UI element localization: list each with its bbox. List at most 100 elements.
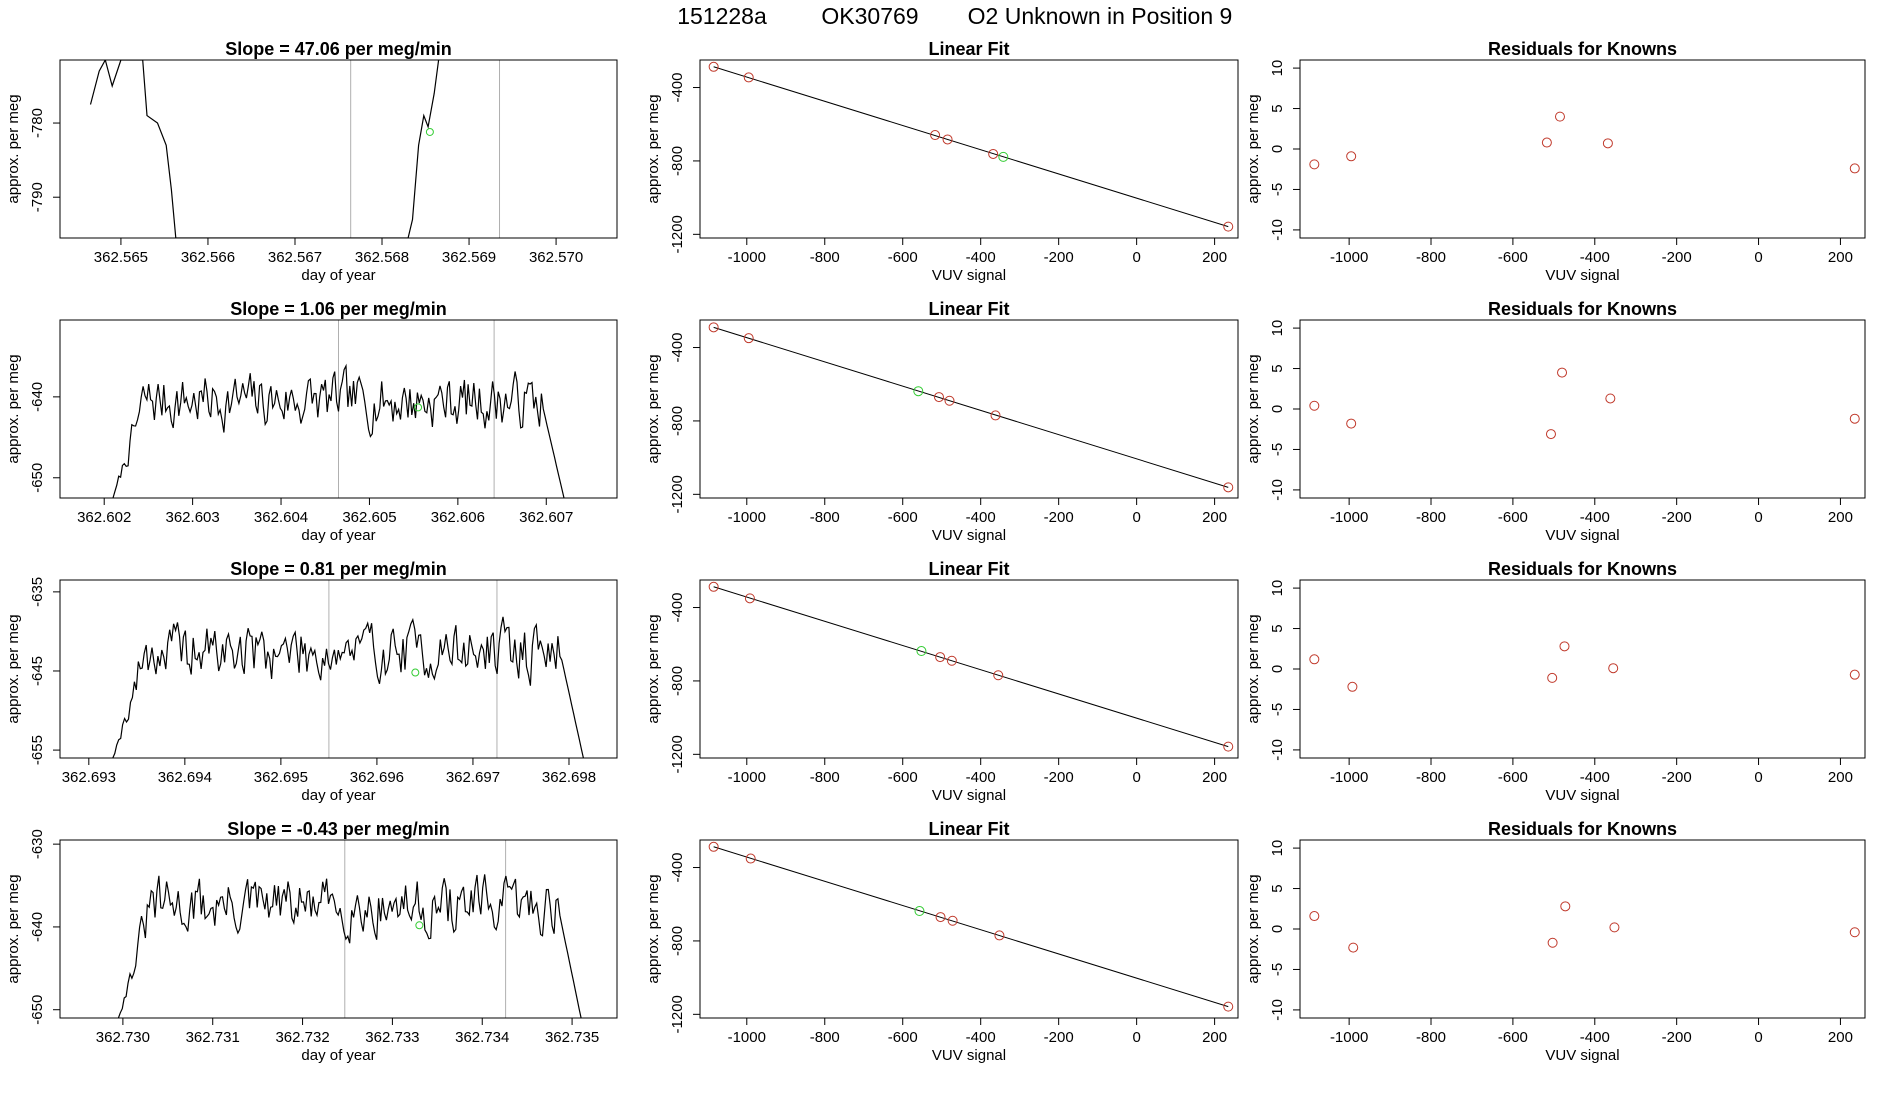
known-point <box>1849 163 1860 174</box>
panel-title: Linear Fit <box>928 299 1009 319</box>
panel-r4c3: Residuals for Knowns-1000 -800 -600 -400 -20… <box>1245 819 1866 1064</box>
known-point <box>744 593 755 604</box>
x-tick-label: 362.603 <box>166 509 220 526</box>
y-tick-label: -790 <box>29 182 46 212</box>
x-axis-label: VUV signal <box>932 787 1006 804</box>
x-tick-label: -800 <box>810 1029 840 1046</box>
known-point <box>1347 681 1358 692</box>
x-tick-label: 200 <box>1202 1029 1227 1046</box>
panel-title: Residuals for Knowns <box>1488 299 1677 319</box>
y-tick-label: -400 <box>669 333 686 363</box>
known-point <box>708 841 719 852</box>
x-tick-label: 0 <box>1132 509 1140 526</box>
signal-trace <box>89 60 440 238</box>
y-tick-label: -650 <box>29 463 46 493</box>
y-tick-label: -800 <box>669 666 686 696</box>
known-point <box>947 915 958 926</box>
x-tick-label: 0 <box>1754 509 1762 526</box>
x-tick-label: -600 <box>1498 1029 1528 1046</box>
x-tick-label: 200 <box>1202 249 1227 266</box>
y-tick-label: -800 <box>669 406 686 436</box>
x-tick-label: -600 <box>888 509 918 526</box>
panel-r3c3: Residuals for Knowns-1000 -800 -600 -400 -20… <box>1245 559 1866 804</box>
panel-title: Linear Fit <box>928 39 1009 59</box>
plot-area <box>708 322 1234 493</box>
unknown-point <box>914 906 925 917</box>
x-tick-label: 0 <box>1754 1029 1762 1046</box>
x-axis-label: day of year <box>301 527 375 544</box>
panel-r3c1: Slope = 0.81 per meg/min 362.693 362.694 36… <box>5 559 618 804</box>
plot-area <box>1309 901 1860 953</box>
x-tick-label: -1000 <box>1330 249 1368 266</box>
x-tick-label: 200 <box>1828 249 1853 266</box>
x-tick-label: 362.605 <box>342 509 396 526</box>
y-tick-label: -10 <box>1269 739 1286 761</box>
x-tick-label: -400 <box>966 249 996 266</box>
known-point <box>993 670 1004 681</box>
y-tick-label: -1200 <box>669 215 686 253</box>
fit-line <box>713 326 1229 488</box>
plot-area <box>1309 367 1860 440</box>
known-point <box>708 61 719 72</box>
fit-line <box>713 846 1229 1008</box>
known-point <box>1541 137 1552 148</box>
y-tick-label: -780 <box>29 108 46 138</box>
x-tick-label: -1000 <box>1330 509 1368 526</box>
y-tick-label: 10 <box>1269 320 1286 337</box>
panel-title: Residuals for Knowns <box>1488 819 1677 839</box>
plot-frame <box>699 579 1239 759</box>
known-point <box>1309 159 1320 170</box>
known-point <box>1602 138 1613 149</box>
x-tick-label: -200 <box>1662 509 1692 526</box>
x-tick-label: 362.694 <box>158 769 212 786</box>
x-tick-label: 362.731 <box>186 1029 240 1046</box>
y-tick-label: -10 <box>1269 999 1286 1021</box>
fit-line <box>713 586 1229 748</box>
y-tick-label: -5 <box>1269 183 1286 196</box>
x-tick-label: -400 <box>1580 769 1610 786</box>
x-tick-label: 362.567 <box>268 249 322 266</box>
panel-r1c1: Slope = 47.06 per meg/min 362.565 362.566 3… <box>5 39 618 284</box>
known-point <box>708 581 719 592</box>
x-tick-label: -600 <box>888 769 918 786</box>
x-tick-label: -600 <box>1498 249 1528 266</box>
y-tick-label: -800 <box>669 146 686 176</box>
panel-title: Residuals for Knowns <box>1488 39 1677 59</box>
known-point <box>1560 901 1571 912</box>
x-tick-label: 0 <box>1132 249 1140 266</box>
y-tick-label: 0 <box>1269 665 1286 673</box>
x-tick-label: 362.606 <box>431 509 485 526</box>
fit-line <box>713 66 1229 228</box>
known-point <box>745 853 756 864</box>
known-point <box>708 322 719 333</box>
x-tick-label: -600 <box>1498 769 1528 786</box>
x-axis-label: VUV signal <box>1545 267 1619 284</box>
plot-area <box>1309 111 1860 174</box>
known-point <box>1609 922 1620 933</box>
x-axis-label: VUV signal <box>1545 527 1619 544</box>
x-tick-label: -800 <box>1416 509 1446 526</box>
x-tick-label: 362.568 <box>355 249 409 266</box>
y-axis-label: approx. per meg <box>1245 354 1262 463</box>
y-axis-label: approx. per meg <box>5 94 22 203</box>
x-tick-label: -800 <box>810 249 840 266</box>
plot-frame <box>59 839 618 1019</box>
known-point <box>1849 927 1860 938</box>
x-tick-label: -400 <box>1580 249 1610 266</box>
x-tick-label: -200 <box>1044 769 1074 786</box>
plot-frame <box>699 59 1239 239</box>
y-tick-label: -1200 <box>669 995 686 1033</box>
x-axis-label: VUV signal <box>1545 787 1619 804</box>
x-axis-label: day of year <box>301 787 375 804</box>
plot-area <box>708 61 1234 232</box>
x-tick-label: -200 <box>1662 769 1692 786</box>
known-point <box>1223 482 1234 493</box>
plot-frame <box>59 579 618 759</box>
x-tick-label: 362.693 <box>62 769 116 786</box>
plot-frame <box>59 59 618 239</box>
x-tick-label: -1000 <box>728 769 766 786</box>
panel-r1c3: Residuals for Knowns-1000 -800 -600 -400 -20… <box>1245 39 1866 284</box>
x-tick-label: -1000 <box>728 509 766 526</box>
y-tick-label: 5 <box>1269 104 1286 112</box>
x-tick-label: -200 <box>1044 1029 1074 1046</box>
